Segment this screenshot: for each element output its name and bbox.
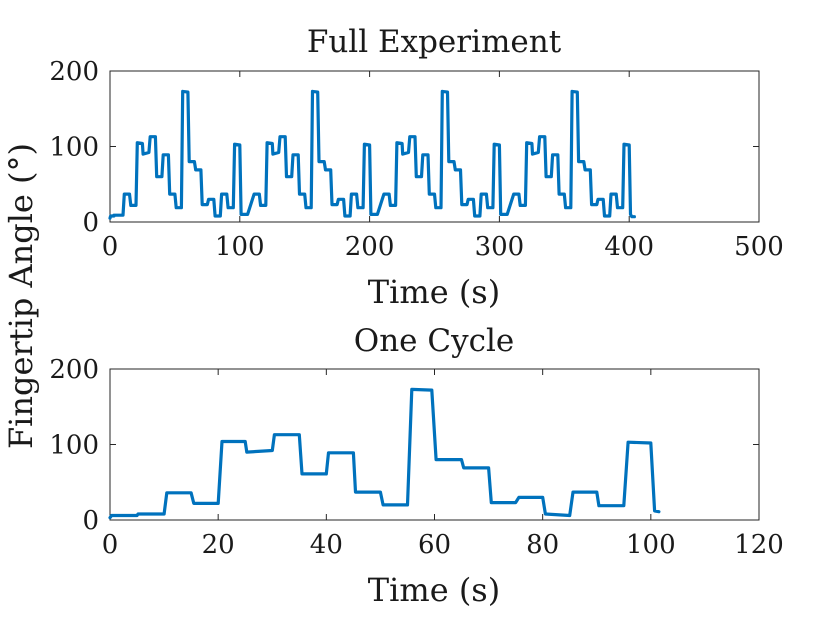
y-tick-label: 100	[49, 133, 99, 163]
chart-one-cycle: One Cycle 0 20 40 60 80 100 120 0 100 200 Time (…	[49, 323, 783, 609]
x-tick-label: 40	[310, 530, 343, 560]
y-tick-label: 200	[49, 355, 99, 385]
x-axis-label: Time (s)	[368, 273, 500, 311]
y-tick-label: 100	[49, 431, 99, 461]
x-tick-label: 200	[345, 232, 395, 262]
tick-marks	[109, 70, 760, 223]
x-tick-label: 0	[102, 232, 119, 262]
y-tick-labels: 0 100 200	[49, 57, 99, 238]
x-tick-label: 120	[734, 530, 784, 560]
y-tick-label: 0	[82, 506, 99, 536]
tick-marks	[109, 368, 760, 521]
x-axis-label: Time (s)	[368, 571, 500, 609]
y-axis-label: Fingertip Angle (°)	[2, 143, 40, 449]
x-tick-label: 300	[475, 232, 525, 262]
series-line	[108, 89, 636, 220]
chart-title: Full Experiment	[307, 24, 562, 60]
x-tick-labels: 0 100 200 300 400 500	[102, 232, 784, 262]
x-tick-label: 80	[526, 530, 559, 560]
x-tick-label: 0	[102, 530, 119, 560]
y-tick-label: 0	[82, 208, 99, 238]
series-line	[108, 387, 661, 520]
chart-title: One Cycle	[354, 323, 514, 359]
x-tick-label: 100	[215, 232, 265, 262]
chart-full-experiment: Full Experiment 0 100 200 300 400 500 0 100 200…	[49, 24, 783, 311]
x-tick-label: 20	[202, 530, 235, 560]
x-tick-label: 100	[626, 530, 676, 560]
x-tick-label: 500	[734, 232, 784, 262]
y-tick-label: 200	[49, 57, 99, 87]
y-tick-labels: 0 100 200	[49, 355, 99, 536]
x-tick-label: 400	[604, 232, 654, 262]
x-tick-label: 60	[418, 530, 451, 560]
x-tick-labels: 0 20 40 60 80 100 120	[102, 530, 784, 560]
